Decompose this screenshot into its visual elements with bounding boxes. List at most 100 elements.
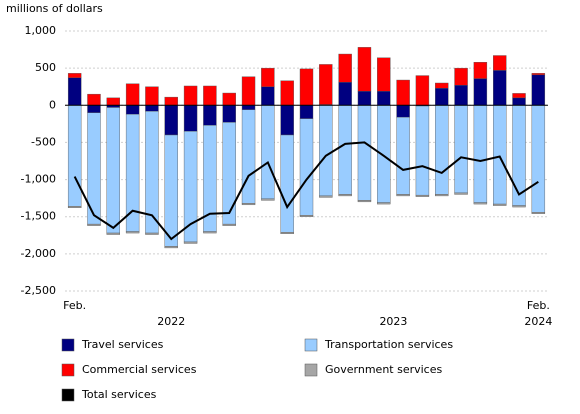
bar-segment bbox=[241, 203, 256, 206]
bar-segment bbox=[164, 134, 178, 247]
bar-segment bbox=[299, 215, 314, 217]
bar-segment bbox=[280, 232, 294, 234]
bar-segment bbox=[241, 105, 256, 110]
bar-segment bbox=[222, 92, 236, 106]
legend-label: Travel services bbox=[81, 338, 164, 351]
bar-segment bbox=[106, 97, 121, 106]
bar-segment bbox=[261, 198, 275, 201]
bar-segment bbox=[145, 86, 159, 106]
bar-segment bbox=[338, 194, 352, 197]
y-axis-label: millions of dollars bbox=[6, 2, 103, 15]
bar-segment bbox=[377, 105, 391, 203]
total-line bbox=[73, 141, 539, 241]
bar-segment bbox=[473, 202, 488, 205]
bar-segment bbox=[241, 76, 256, 106]
bar-segment bbox=[183, 105, 198, 132]
bar-segment bbox=[280, 80, 294, 106]
bar-segment bbox=[512, 97, 526, 106]
legend-swatch bbox=[61, 363, 75, 377]
bar-segment bbox=[357, 90, 372, 106]
x-year-label: 2022 bbox=[157, 315, 185, 328]
bar-segment bbox=[106, 232, 121, 235]
bar-segment bbox=[454, 105, 468, 194]
bar-segment bbox=[87, 105, 101, 113]
bar-segment bbox=[396, 194, 410, 197]
y-tick-label: -1,500 bbox=[21, 210, 56, 223]
y-tick-label: 1,000 bbox=[25, 24, 57, 37]
legend-swatch bbox=[61, 338, 75, 352]
bar-segment bbox=[493, 203, 507, 206]
bar-segment bbox=[319, 195, 333, 198]
bar-segment bbox=[319, 64, 333, 105]
bar-segment bbox=[125, 105, 140, 115]
bar-segment bbox=[145, 232, 159, 235]
bar-segment bbox=[435, 87, 449, 106]
bar-segment bbox=[357, 105, 372, 201]
bar-segment bbox=[493, 55, 507, 71]
bar-segment bbox=[473, 78, 488, 106]
bar-segment bbox=[203, 105, 217, 126]
bar-segment bbox=[299, 118, 314, 216]
bar-segment bbox=[164, 246, 178, 249]
bar-segment bbox=[261, 86, 275, 106]
bar-segment bbox=[125, 83, 140, 106]
legend-label: Commercial services bbox=[82, 363, 197, 376]
bar-segment bbox=[67, 73, 82, 79]
legend-label: Government services bbox=[325, 363, 442, 376]
bar-segment bbox=[454, 85, 468, 106]
bar-segment bbox=[454, 192, 468, 195]
bar-segment bbox=[319, 105, 333, 197]
bar-segment bbox=[145, 105, 159, 112]
bar-segment bbox=[164, 105, 178, 136]
bar-segment bbox=[261, 105, 275, 200]
legend-swatch bbox=[304, 338, 318, 352]
y-tick-label: 0 bbox=[49, 98, 56, 111]
bar-segment bbox=[357, 47, 372, 92]
bar-segment bbox=[106, 107, 121, 234]
bar-segment bbox=[222, 105, 236, 123]
bar-segment bbox=[531, 105, 546, 213]
bar-segment bbox=[67, 77, 82, 106]
bar-segment bbox=[299, 105, 314, 119]
bar-segment bbox=[261, 67, 275, 87]
bar-segment bbox=[415, 105, 430, 196]
bar-segment bbox=[473, 105, 488, 203]
bar-segment bbox=[435, 82, 449, 89]
bar-segment bbox=[203, 85, 217, 106]
bar-segment bbox=[222, 223, 236, 226]
bar-segment bbox=[512, 93, 526, 99]
x-tick-label: Feb. bbox=[63, 299, 86, 312]
bar-segment bbox=[454, 67, 468, 86]
x-year-label: 2023 bbox=[379, 315, 407, 328]
bar-segment bbox=[512, 205, 526, 208]
x-year-label: 2024 bbox=[524, 315, 552, 328]
bar-segment bbox=[87, 223, 101, 226]
bar-segment bbox=[280, 134, 294, 233]
bar-segment bbox=[241, 109, 256, 204]
legend-swatch bbox=[304, 363, 318, 377]
bar-segment bbox=[338, 53, 352, 83]
bar-segment bbox=[222, 122, 236, 225]
bar-segment bbox=[299, 68, 314, 106]
bar-segment bbox=[473, 62, 488, 79]
bar-segment bbox=[415, 194, 430, 197]
bar-segment bbox=[125, 231, 140, 234]
bar-segment bbox=[280, 105, 294, 136]
bar-segment bbox=[183, 241, 198, 244]
bar-segment bbox=[67, 105, 82, 207]
legend-swatch bbox=[61, 388, 75, 402]
bar-segment bbox=[531, 73, 546, 76]
y-tick-label: -1,000 bbox=[21, 173, 56, 186]
bar-segment bbox=[164, 96, 178, 106]
bar-segment bbox=[377, 202, 391, 205]
legend-label: Transportation services bbox=[324, 338, 453, 351]
bar-segment bbox=[531, 74, 546, 106]
bar-segment bbox=[435, 105, 449, 195]
bar-segment bbox=[396, 116, 410, 195]
bar-segment bbox=[493, 105, 507, 205]
x-tick-label: Feb. bbox=[527, 299, 550, 312]
bar-segment bbox=[396, 79, 410, 106]
y-tick-label: 500 bbox=[35, 61, 56, 74]
bar-segment bbox=[338, 82, 352, 106]
